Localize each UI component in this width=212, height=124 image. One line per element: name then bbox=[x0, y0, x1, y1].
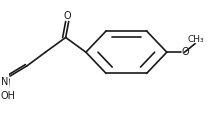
Text: CH₃: CH₃ bbox=[188, 35, 204, 44]
Text: OH: OH bbox=[0, 91, 15, 101]
Text: O: O bbox=[182, 47, 190, 57]
Text: N: N bbox=[1, 77, 8, 87]
Text: O: O bbox=[63, 11, 71, 21]
